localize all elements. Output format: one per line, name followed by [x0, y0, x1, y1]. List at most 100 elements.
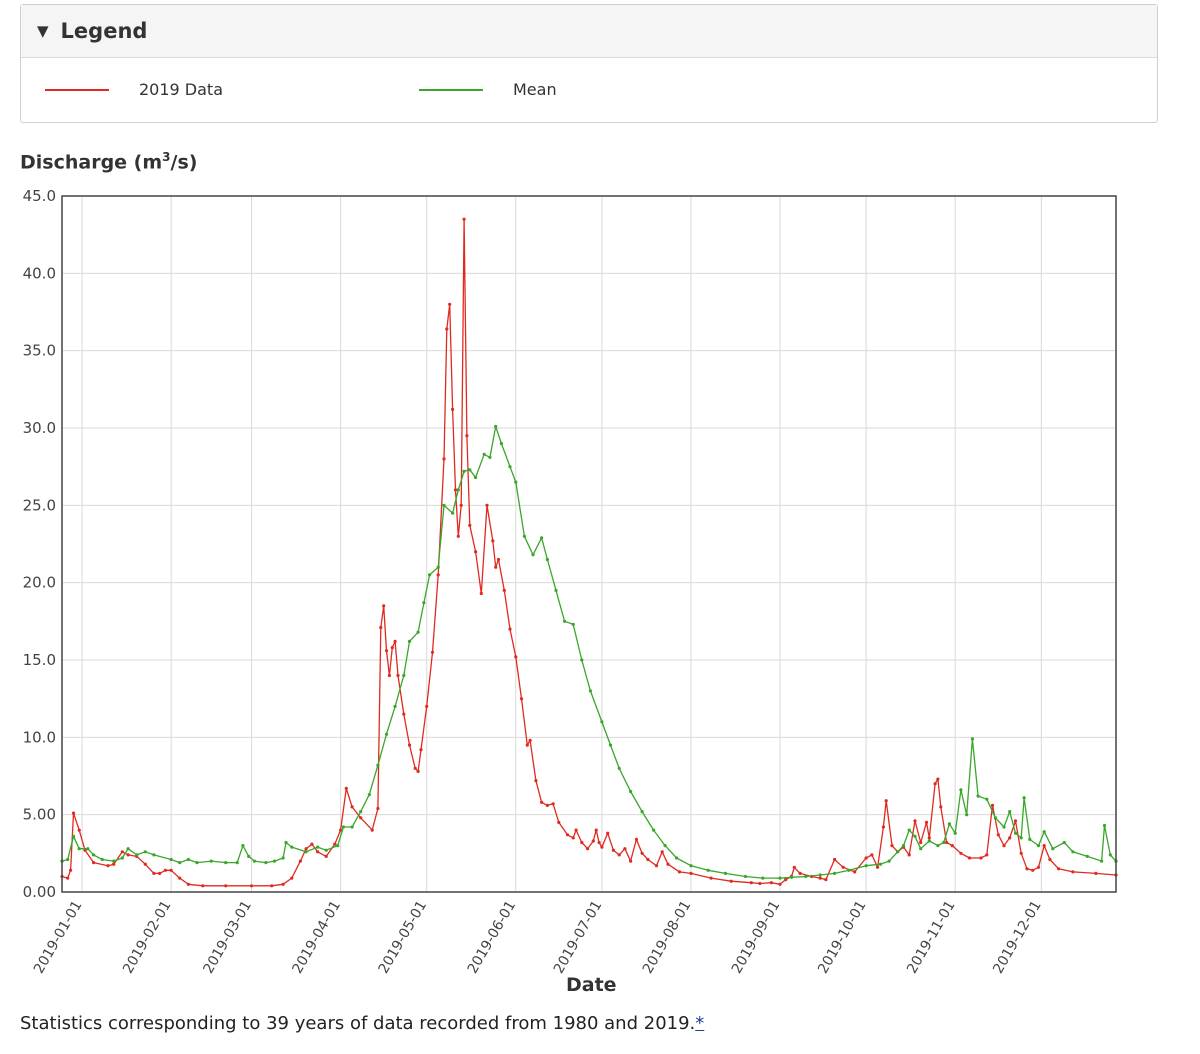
data-point-2019-data	[436, 573, 440, 577]
data-point-2019-data	[924, 820, 929, 825]
data-point-2019-data	[1002, 844, 1006, 848]
data-point-2019-data	[677, 870, 682, 874]
data-point-2019-data	[792, 865, 796, 869]
data-point-mean	[927, 839, 931, 843]
data-point-2019-data	[402, 712, 406, 716]
data-point-2019-data	[445, 327, 449, 331]
series-line-mean	[61, 425, 1117, 879]
data-point-mean	[778, 876, 782, 880]
series-line-2019-data	[61, 218, 1117, 887]
footnote: Statistics corresponding to 39 years of …	[20, 1013, 704, 1034]
data-point-mean	[689, 864, 693, 868]
data-point-2019-data	[936, 777, 940, 781]
data-point-mean	[1071, 850, 1075, 854]
data-point-mean	[965, 813, 969, 817]
data-point-mean	[92, 853, 96, 857]
data-point-mean	[919, 847, 923, 851]
data-point-2019-data	[545, 803, 550, 808]
data-point-2019-data	[853, 870, 857, 874]
data-point-mean	[384, 732, 389, 736]
x-tick-label: 2019-11-01	[904, 898, 959, 976]
data-point-2019-data	[758, 881, 762, 886]
data-point-mean	[588, 689, 593, 693]
footnote-link[interactable]: *	[695, 1013, 705, 1034]
data-point-2019-data	[950, 844, 954, 848]
data-point-2019-data	[611, 848, 616, 852]
data-point-2019-data	[92, 861, 96, 865]
data-point-mean	[901, 844, 906, 848]
data-point-mean	[341, 825, 345, 829]
data-point-2019-data	[169, 868, 173, 872]
data-point-mean	[1019, 836, 1023, 840]
data-point-mean	[186, 857, 190, 862]
data-point-mean	[143, 850, 147, 854]
data-point-2019-data	[413, 766, 417, 770]
data-point-2019-data	[890, 844, 894, 848]
data-point-2019-data	[990, 803, 995, 808]
data-point-mean	[442, 503, 446, 507]
data-point-2019-data	[359, 816, 363, 820]
data-point-mean	[993, 816, 998, 820]
data-point-2019-data	[927, 836, 931, 840]
data-point-2019-data	[1048, 857, 1052, 862]
data-point-mean	[953, 831, 957, 835]
data-point-2019-data	[617, 853, 621, 857]
data-point-2019-data	[178, 876, 182, 880]
data-point-2019-data	[379, 625, 383, 630]
data-point-2019-data	[290, 876, 294, 880]
data-point-mean	[959, 788, 963, 792]
data-point-mean	[436, 565, 440, 569]
x-tick-label: 2019-08-01	[640, 898, 695, 976]
data-point-mean	[896, 850, 900, 854]
triangle-down-icon[interactable]: ▼	[37, 22, 49, 40]
data-point-mean	[135, 853, 139, 857]
data-point-2019-data	[646, 857, 650, 862]
data-point-mean	[120, 856, 124, 860]
data-point-2019-data	[376, 806, 380, 811]
data-point-mean	[324, 848, 328, 852]
data-point-mean	[264, 861, 268, 865]
data-point-2019-data	[818, 876, 822, 880]
data-point-mean	[209, 859, 213, 863]
data-point-2019-data	[479, 591, 483, 596]
data-point-2019-data	[459, 503, 463, 507]
data-point-2019-data	[629, 859, 633, 863]
legend-header[interactable]: ▼ Legend	[21, 5, 1157, 58]
data-point-2019-data	[333, 842, 337, 846]
data-point-2019-data	[640, 851, 644, 855]
data-point-mean	[235, 861, 239, 865]
data-point-mean	[531, 553, 535, 557]
data-point-2019-data	[453, 488, 458, 492]
data-point-mean	[847, 868, 851, 872]
data-point-2019-data	[120, 850, 124, 854]
data-point-2019-data	[186, 882, 190, 886]
data-point-mean	[393, 704, 397, 709]
data-point-mean	[359, 810, 363, 814]
data-point-2019-data	[525, 743, 529, 747]
data-point-2019-data	[919, 840, 923, 845]
data-point-mean	[407, 639, 412, 643]
data-point-mean	[640, 810, 644, 814]
y-tick-label: 20.0	[23, 574, 56, 592]
data-point-mean	[247, 854, 251, 859]
data-point-2019-data	[370, 828, 374, 832]
data-point-2019-data	[462, 217, 466, 221]
x-tick-label: 2019-04-01	[289, 898, 344, 976]
data-point-mean	[178, 861, 182, 865]
plot-border	[61, 195, 1117, 893]
x-tick-label: 2019-03-01	[200, 898, 255, 976]
data-point-2019-data	[1042, 844, 1046, 848]
data-point-mean	[514, 480, 518, 484]
data-point-mean	[1100, 859, 1104, 863]
data-point-mean	[789, 875, 794, 879]
data-point-2019-data	[979, 856, 983, 860]
data-point-mean	[71, 834, 76, 838]
data-point-2019-data	[1071, 870, 1075, 874]
x-tick-label: 2019-12-01	[990, 898, 1045, 976]
data-point-2019-data	[112, 862, 116, 866]
data-point-2019-data	[534, 779, 538, 783]
data-point-mean	[100, 857, 104, 862]
y-tick-label: 35.0	[23, 342, 56, 360]
x-tick-label: 2019-07-01	[551, 898, 606, 976]
data-point-2019-data	[996, 833, 1000, 837]
